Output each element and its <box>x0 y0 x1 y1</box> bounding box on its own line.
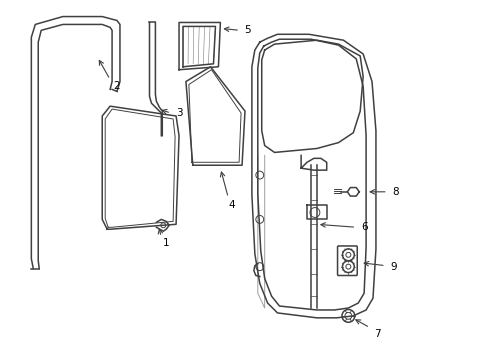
Text: 6: 6 <box>361 222 368 232</box>
Text: 3: 3 <box>176 108 182 118</box>
Text: 9: 9 <box>391 262 397 272</box>
Text: 2: 2 <box>114 81 121 91</box>
Text: 4: 4 <box>229 199 236 210</box>
Text: 8: 8 <box>392 187 399 197</box>
Text: 5: 5 <box>245 25 251 35</box>
Text: 7: 7 <box>374 329 381 339</box>
Text: 1: 1 <box>163 238 170 248</box>
